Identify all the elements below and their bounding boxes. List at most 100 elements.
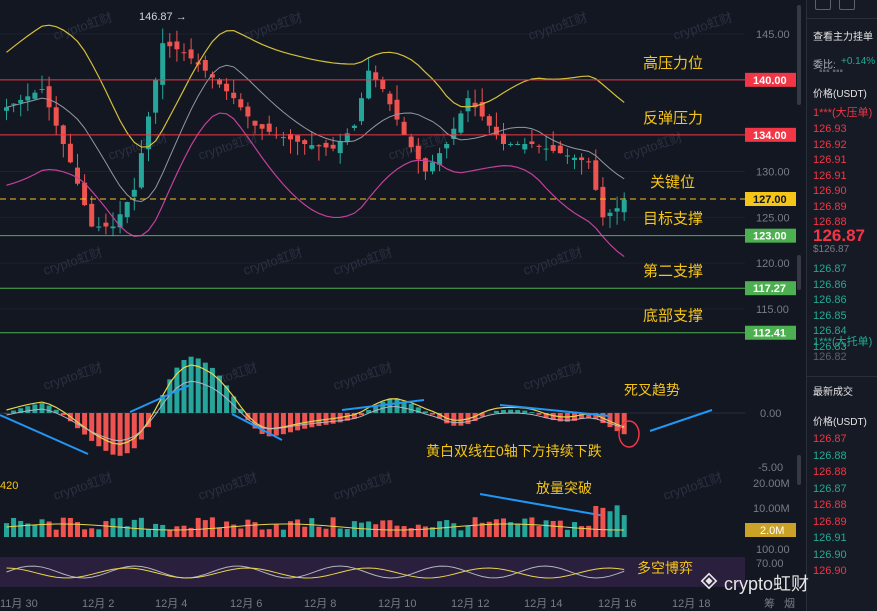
volume-bar	[579, 526, 585, 537]
ask-row[interactable]: 126.91	[813, 169, 847, 182]
level-price-text: 140.00	[753, 75, 787, 87]
volume-bar	[351, 521, 357, 537]
level-label: 高压力位	[643, 55, 703, 72]
volume-bar	[557, 520, 563, 537]
y-tick-label: 125.00	[756, 212, 790, 224]
candle-body	[25, 96, 31, 101]
volume-tick-label: 10.00M	[753, 503, 790, 515]
ask-row[interactable]: 126.93	[813, 123, 847, 135]
volume-bar	[195, 517, 201, 537]
volume-bar	[465, 525, 471, 537]
volume-bar	[153, 523, 159, 537]
candle-body	[493, 126, 499, 135]
macd-bar	[437, 413, 443, 419]
bid-row[interactable]: 126.84	[813, 325, 847, 337]
level-price-text: 127.00	[753, 194, 787, 206]
macd-bar	[621, 413, 627, 435]
y-tick-label: 130.00	[756, 167, 790, 179]
scrollbar[interactable]	[797, 255, 801, 290]
volume-bar	[252, 522, 258, 537]
watermark-text: crypto虹财	[241, 245, 304, 278]
watermark-text: crypto虹财	[51, 10, 114, 43]
macd-bar	[195, 358, 201, 413]
watermark-text: crypto虹财	[41, 245, 104, 278]
level-price-text: 117.27	[753, 283, 786, 295]
volume-bar	[373, 524, 379, 537]
macd-bar	[430, 413, 435, 415]
macd-bar	[117, 413, 123, 456]
x-tick-label: 12月 2	[82, 598, 114, 610]
volume-bar	[46, 521, 52, 537]
macd-bar	[217, 375, 222, 413]
bid-row[interactable]: 126.87	[813, 263, 847, 275]
big-bid-label[interactable]: 1***(大托单)	[813, 336, 873, 348]
layout-icon[interactable]	[815, 0, 831, 10]
volume-bar	[25, 523, 31, 537]
candle-body	[579, 157, 585, 161]
candle-body	[508, 144, 514, 145]
level-price-text: 123.00	[753, 231, 787, 243]
macd-bar	[522, 410, 528, 413]
trade-row: 126.87	[813, 433, 847, 445]
watermark-text: crypto虹财	[661, 470, 724, 503]
macd-bar	[60, 413, 66, 416]
trade-row: 126.87	[813, 482, 847, 495]
x-tick-label: 12月 12	[451, 598, 490, 610]
trade-row: 126.88	[813, 449, 847, 462]
big-ask-label[interactable]: 1***(大压单)	[813, 107, 873, 119]
volume-bar	[600, 507, 606, 537]
ask-row[interactable]: 126.89	[813, 200, 847, 213]
volume-bar	[53, 529, 59, 537]
candle-body	[302, 140, 308, 144]
macd-bar	[607, 413, 613, 428]
bid-row[interactable]: 126.86	[813, 294, 847, 306]
grid-icon[interactable]	[839, 0, 855, 10]
candle-body	[309, 145, 315, 149]
macd-bar	[309, 413, 315, 428]
trend-arrow	[499, 404, 611, 417]
volume-bar	[231, 524, 237, 537]
macd-bar	[359, 413, 364, 416]
death-cross-circle	[618, 420, 640, 448]
volume-bar	[167, 529, 173, 537]
candle-body	[138, 153, 144, 188]
candle-body	[53, 107, 59, 126]
bid-row[interactable]: 126.85	[813, 309, 847, 322]
order-panel-title[interactable]: 查看主力挂单	[813, 32, 873, 43]
macd-bar	[89, 413, 95, 441]
candle-body	[117, 214, 123, 228]
macd-bar	[579, 413, 585, 419]
chart-area[interactable]: crypto虹财 crypto虹财 crypto虹财 crypto虹财 crypto虹财…	[0, 0, 800, 611]
macd-annotation: 黄白双线在0轴下方持续下跌	[426, 443, 602, 459]
candle-body	[366, 70, 372, 99]
oscillator-tick-label: 70.00	[756, 558, 784, 570]
macd-bar	[32, 404, 38, 413]
volume-bar	[359, 522, 364, 537]
candle-body	[486, 116, 492, 126]
candle-body	[394, 99, 400, 120]
candle-body	[280, 137, 286, 139]
candle-body	[472, 102, 478, 108]
candle-body	[288, 134, 293, 140]
macd-bar	[39, 403, 45, 413]
ask-row[interactable]: 126.92	[813, 138, 847, 151]
price-chart[interactable]: crypto虹财 crypto虹财 crypto虹财 crypto虹财 crypto虹财…	[0, 0, 800, 611]
scrollbar[interactable]	[797, 5, 801, 105]
x-tick-label: 12月 18	[672, 598, 711, 610]
candle-body	[522, 144, 528, 150]
volume-bar	[401, 526, 407, 537]
candle-body	[444, 144, 450, 149]
ask-row[interactable]: 126.90	[813, 185, 847, 197]
ask-row[interactable]: 126.88	[813, 216, 847, 228]
macd-bar	[550, 413, 556, 421]
candle-body	[209, 74, 215, 78]
bid-row[interactable]: 126.86	[813, 278, 847, 291]
trend-arrow	[0, 414, 89, 455]
scrollbar[interactable]	[797, 455, 801, 485]
bid-row[interactable]: 126.83	[813, 340, 847, 353]
macd-bar	[493, 410, 499, 413]
volume-left-label: 420	[0, 480, 18, 492]
ask-row[interactable]: 126.91	[813, 154, 847, 166]
oscillator-annotation: 多空博弈	[637, 560, 693, 576]
volume-bar	[451, 523, 457, 537]
